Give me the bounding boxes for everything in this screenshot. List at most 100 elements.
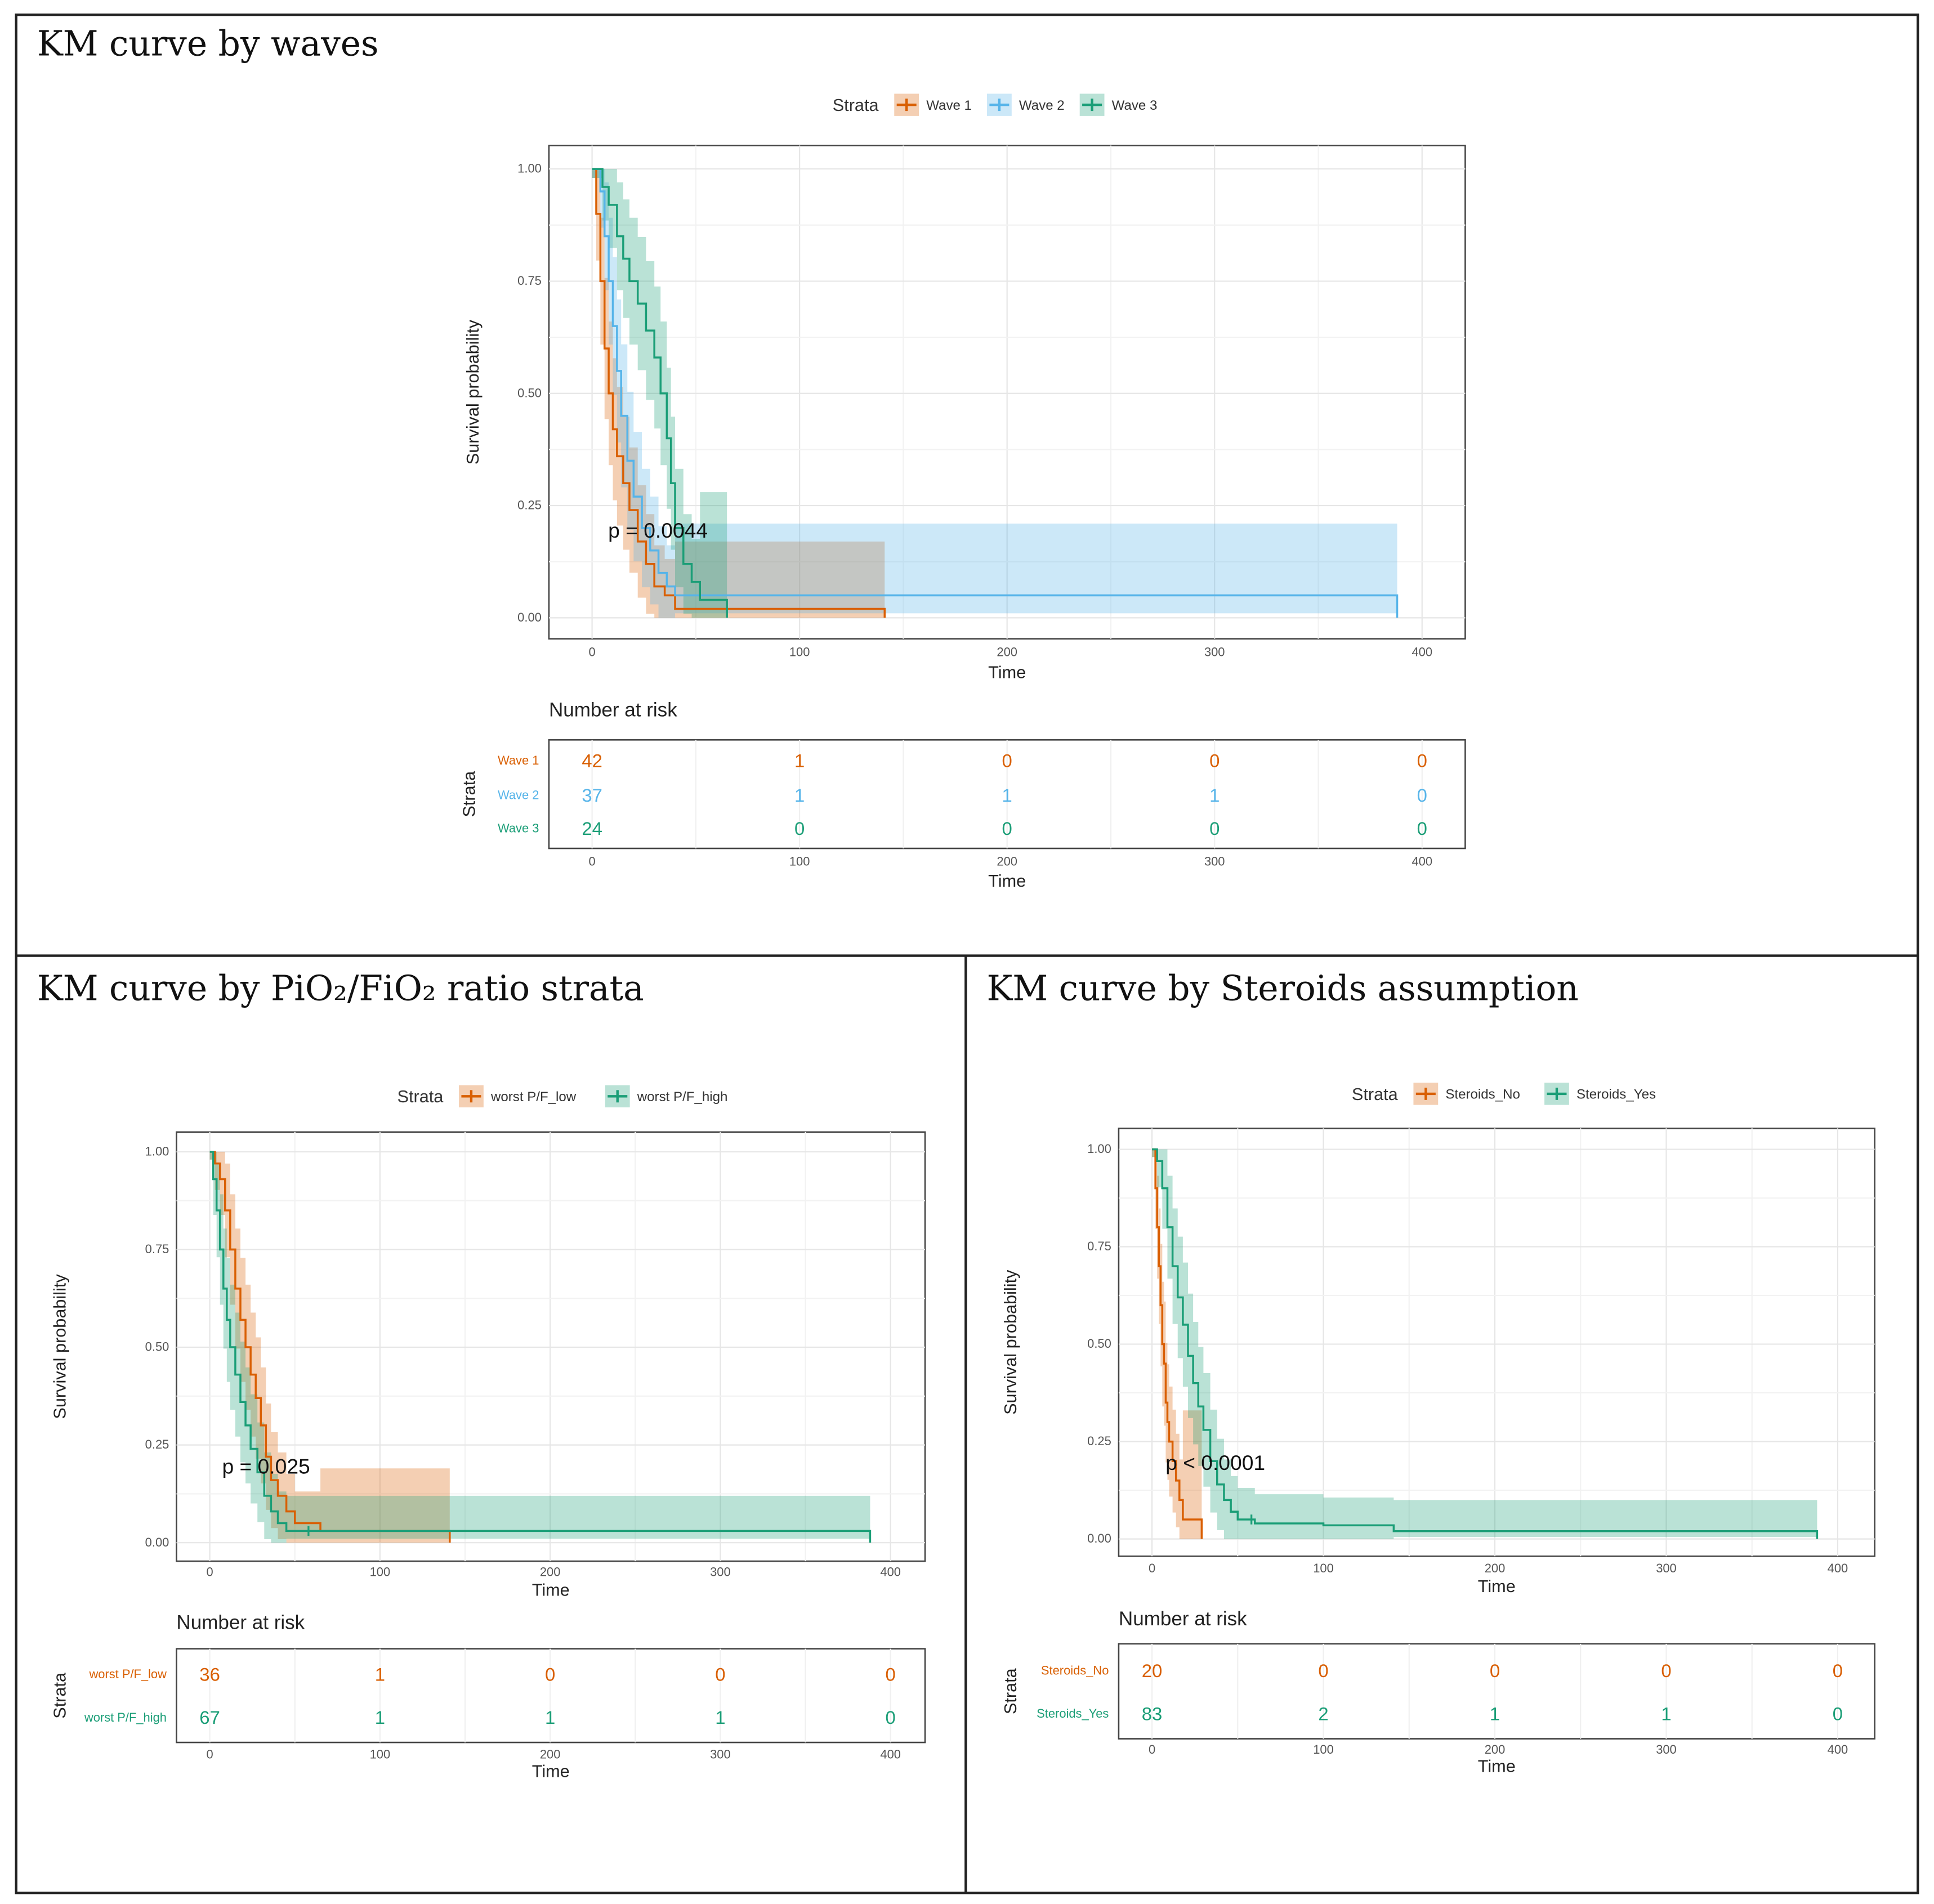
risk-value: 83 — [1142, 1704, 1163, 1724]
risk-value: 0 — [1002, 818, 1012, 839]
confidence-band — [1152, 1149, 1202, 1539]
survival-curve — [1152, 1148, 1819, 1539]
plot-panel — [1118, 1127, 1875, 1557]
risk-table-y-label: Strata — [1001, 1668, 1020, 1714]
panel-title-waves: KM curve by waves — [37, 24, 379, 64]
risk-value: 0 — [1209, 750, 1220, 771]
risk-x-tick-label: 400 — [1412, 855, 1432, 869]
risk-x-tick-label: 200 — [1485, 1742, 1506, 1756]
x-tick-label: 300 — [1204, 645, 1225, 659]
legend-label: worst P/F_low — [490, 1089, 577, 1105]
risk-table-title: Number at risk — [176, 1612, 305, 1634]
risk-value: 1 — [794, 750, 805, 771]
survival-curve — [592, 168, 1399, 618]
p-value: p < 0.0001 — [1165, 1451, 1265, 1474]
confidence-band — [592, 169, 1397, 618]
risk-x-tick-label: 0 — [1149, 1742, 1155, 1756]
risk-x-tick-label: 400 — [1828, 1742, 1848, 1756]
y-tick-label: 0.75 — [517, 274, 542, 288]
y-tick-label: 0.25 — [145, 1437, 169, 1451]
risk-table-title: Number at risk — [1119, 1608, 1247, 1630]
legend-title: Strata — [397, 1087, 444, 1106]
y-axis-label: Survival probability — [1001, 1270, 1020, 1415]
legend-label: Wave 3 — [1112, 98, 1158, 113]
survival-curve — [592, 168, 886, 618]
x-tick-label: 400 — [1412, 645, 1432, 659]
risk-x-tick-label: 100 — [370, 1747, 391, 1762]
y-tick-label: 0.50 — [517, 386, 542, 400]
x-tick-label: 400 — [880, 1565, 901, 1579]
y-tick-label: 0.00 — [145, 1535, 169, 1549]
risk-table-title: Number at risk — [549, 699, 677, 721]
risk-value: 0 — [794, 818, 805, 839]
risk-value: 1 — [1661, 1704, 1671, 1724]
risk-row-label: worst P/F_high — [84, 1710, 167, 1724]
risk-x-tick-label: 100 — [789, 855, 810, 869]
legend-label: Steroids_No — [1445, 1087, 1520, 1102]
risk-value: 20 — [1142, 1660, 1163, 1681]
risk-value: 67 — [199, 1707, 220, 1728]
risk-value: 0 — [545, 1664, 555, 1685]
risk-x-tick-label: 100 — [1313, 1742, 1334, 1756]
risk-value: 1 — [1209, 785, 1220, 806]
survival-curve — [209, 1151, 872, 1543]
x-tick-label: 0 — [589, 645, 596, 659]
legend-label: Wave 1 — [926, 98, 972, 113]
risk-value: 1 — [1490, 1704, 1500, 1724]
risk-value: 1 — [1002, 785, 1012, 806]
y-tick-label: 0.75 — [1087, 1239, 1111, 1253]
y-tick-label: 0.75 — [145, 1242, 169, 1256]
risk-value: 42 — [582, 750, 602, 771]
risk-table-y-label: Strata — [50, 1672, 69, 1719]
risk-x-tick-label: 300 — [1204, 855, 1225, 869]
y-tick-label: 1.00 — [517, 162, 542, 176]
x-tick-label: 200 — [540, 1565, 561, 1579]
risk-value: 1 — [545, 1707, 555, 1728]
risk-value: 36 — [199, 1664, 220, 1685]
legend-label: Steroids_Yes — [1576, 1087, 1656, 1102]
x-axis-label: Time — [1478, 1577, 1516, 1596]
survival-curve — [1152, 1148, 1203, 1539]
x-tick-label: 0 — [1149, 1561, 1155, 1575]
risk-table-y-label: Strata — [460, 771, 479, 817]
y-axis-label: Survival probability — [50, 1274, 69, 1419]
risk-value: 1 — [794, 785, 805, 806]
risk-x-tick-label: 200 — [997, 855, 1017, 869]
risk-x-tick-label: 400 — [880, 1747, 901, 1762]
x-axis-label: Time — [988, 663, 1026, 682]
panel-title-pf-ratio: KM curve by PiO₂/FiO₂ ratio strata — [37, 968, 644, 1008]
risk-value: 0 — [1833, 1660, 1843, 1681]
km-chart-0: 0.000.250.500.751.000 100 200 300 400TimeSur… — [460, 93, 1466, 891]
x-tick-label: 100 — [370, 1565, 391, 1579]
risk-row-label: Steroids_Yes — [1037, 1706, 1109, 1720]
risk-row-label: Wave 3 — [498, 821, 539, 835]
risk-value: 1 — [375, 1707, 385, 1728]
y-axis-label: Survival probability — [463, 319, 483, 464]
panel-title-steroids: KM curve by Steroids assumption — [987, 968, 1579, 1008]
x-tick-label: 200 — [997, 645, 1017, 659]
y-tick-label: 0.00 — [517, 610, 542, 624]
risk-x-axis-label: Time — [532, 1762, 570, 1781]
legend-label: worst P/F_high — [637, 1089, 728, 1105]
y-tick-label: 0.50 — [145, 1340, 169, 1354]
risk-x-tick-label: 300 — [710, 1747, 731, 1762]
risk-value: 2 — [1318, 1704, 1328, 1724]
risk-value: 0 — [1417, 785, 1427, 806]
confidence-band — [1152, 1149, 1817, 1539]
risk-value: 37 — [582, 785, 602, 806]
survival-curve — [209, 1151, 451, 1543]
x-axis-label: Time — [532, 1580, 570, 1599]
x-tick-label: 100 — [789, 645, 810, 659]
risk-value: 0 — [886, 1707, 896, 1728]
risk-value: 0 — [1417, 750, 1427, 771]
risk-x-tick-label: 0 — [589, 855, 596, 869]
survival-curve — [592, 168, 728, 618]
confidence-band — [209, 1151, 450, 1543]
legend-label: Wave 2 — [1019, 98, 1065, 113]
km-chart-2: 0.000.250.500.751.000 100 200 300 400TimeSur… — [1001, 1083, 1875, 1776]
y-tick-label: 0.25 — [1087, 1434, 1111, 1448]
risk-value: 0 — [1661, 1660, 1671, 1681]
risk-table-panel — [1118, 1643, 1875, 1740]
x-tick-label: 300 — [710, 1565, 731, 1579]
